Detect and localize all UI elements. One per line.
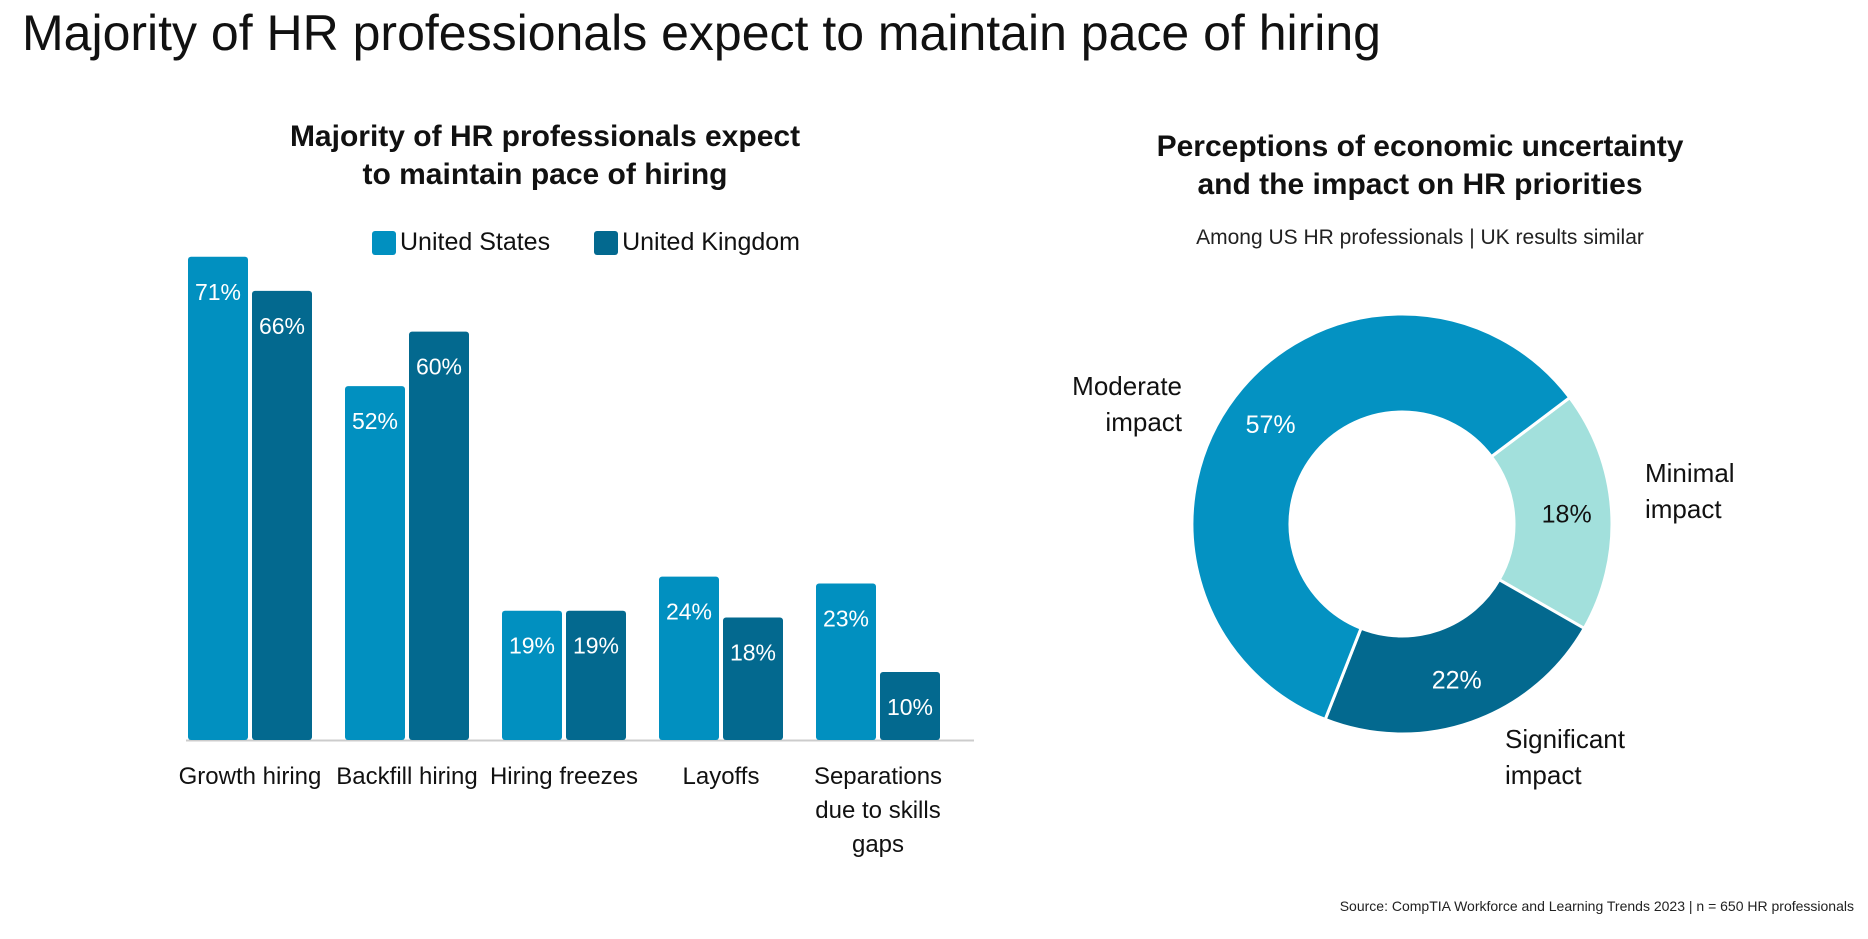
bar-uk <box>723 617 783 740</box>
bar-data-label: 24% <box>666 599 712 625</box>
bar-data-label: 60% <box>416 354 462 380</box>
bar-data-label: 23% <box>823 605 869 631</box>
bar-uk <box>252 290 312 740</box>
legend-item-uk: United Kingdom <box>594 228 800 257</box>
bar-category-label: Backfill hiring <box>336 763 477 790</box>
legend-label-us: United States <box>400 228 551 256</box>
bar-category-label: Hiring freezes <box>490 763 638 790</box>
bar-chart-title-line: Majority of HR professionals expect <box>289 120 801 153</box>
donut-chart-title-line: Perceptions of economic uncertainty <box>1156 130 1684 163</box>
legend-swatch-us <box>372 230 396 255</box>
bar-data-label: 18% <box>730 640 776 666</box>
legend-label-uk: United Kingdom <box>622 228 800 256</box>
bar-us <box>188 256 248 740</box>
bar-category-label: Separations <box>814 763 942 790</box>
bar-us <box>659 576 719 740</box>
donut-category-label: Moderate <box>1072 371 1182 401</box>
bar-data-label: 71% <box>195 279 241 305</box>
bar-uk <box>880 671 940 740</box>
donut-chart-subtitle: Among US HR professionals | UK results s… <box>1196 226 1644 249</box>
donut-category-label: Significant <box>1505 724 1626 754</box>
bar-us <box>502 610 562 740</box>
bar-data-label: 52% <box>352 408 398 434</box>
bar-chart-title-line: to maintain pace of hiring <box>362 158 728 191</box>
bar-us <box>345 386 405 740</box>
bar-uk <box>566 610 626 740</box>
donut-chart-title: Perceptions of economic uncertainty and … <box>1060 128 1780 204</box>
bar-category-label: due to skills <box>815 797 940 824</box>
legend-item-us: United States <box>372 228 550 257</box>
bar-data-label: 19% <box>573 633 619 659</box>
donut-slice-label: 22% <box>1432 667 1482 695</box>
donut-slice <box>1323 577 1587 736</box>
bar-data-label: 10% <box>887 694 933 720</box>
donut-category-label: Minimal <box>1645 458 1735 488</box>
legend-swatch-uk <box>594 230 619 255</box>
bar-category-label: Layoffs <box>683 763 760 790</box>
donut-slice <box>1190 312 1572 722</box>
bar-category-label: Growth hiring <box>179 763 322 790</box>
bar-data-label: 19% <box>509 633 555 659</box>
donut-category-label: impact <box>1645 494 1722 524</box>
page-title: Majority of HR professionals expect to m… <box>22 5 1381 61</box>
bar-us <box>816 583 876 740</box>
bar-category-label: gaps <box>852 831 904 858</box>
bar-chart-legend: United States United Kingdom <box>372 228 844 257</box>
source-note: Source: CompTIA Workforce and Learning T… <box>1339 898 1854 914</box>
bar-chart-title: Majority of HR professionals expect to m… <box>200 118 890 194</box>
donut-category-label: impact <box>1105 407 1182 437</box>
donut-slice <box>1489 395 1614 631</box>
donut-chart-title-line: and the impact on HR priorities <box>1197 168 1643 201</box>
donut-category-label: impact <box>1505 760 1582 790</box>
donut-slice-label: 18% <box>1542 501 1592 529</box>
bar-data-label: 66% <box>259 313 305 339</box>
bar-uk <box>409 331 469 740</box>
donut-slice-label: 57% <box>1246 411 1296 439</box>
